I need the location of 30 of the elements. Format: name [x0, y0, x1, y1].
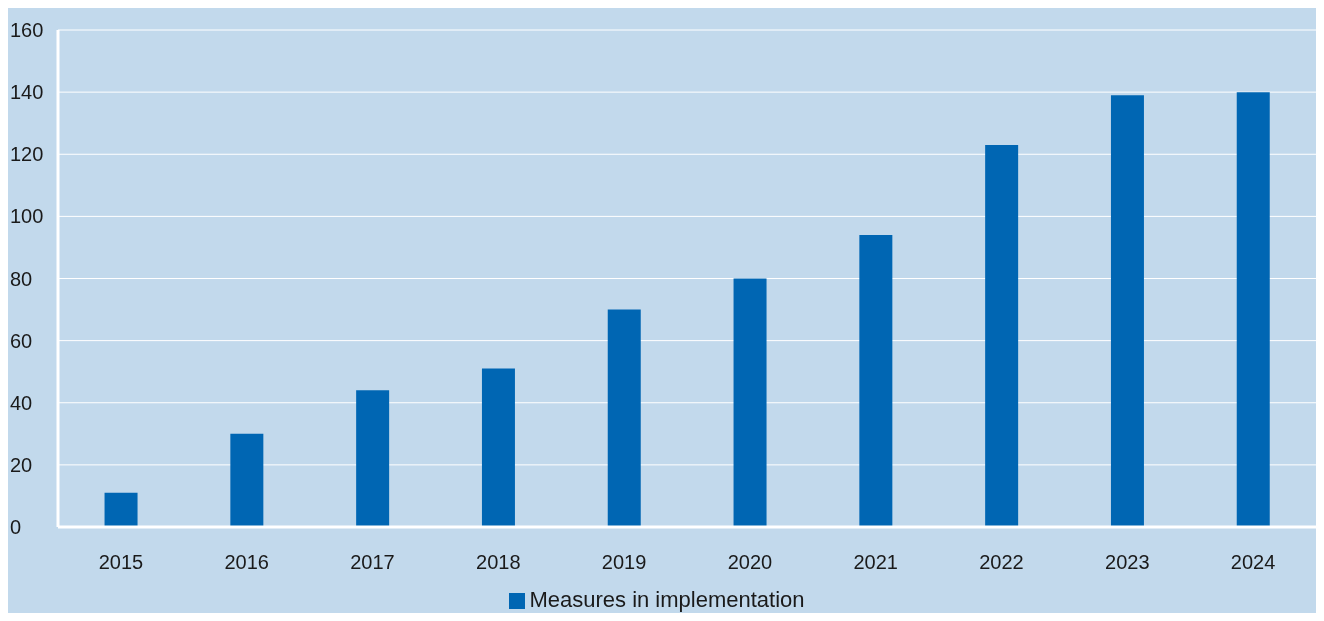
bar — [230, 433, 264, 527]
x-tick-label: 2024 — [1230, 551, 1276, 574]
bar — [607, 309, 641, 527]
y-tick-label: 0 — [10, 516, 22, 539]
y-tick-label: 60 — [10, 329, 33, 352]
bar — [356, 390, 390, 527]
y-tick-label: 160 — [10, 19, 44, 42]
bar — [104, 492, 138, 527]
x-tick-label: 2017 — [350, 551, 395, 574]
x-tick-label: 2020 — [727, 551, 773, 574]
y-tick-label: 40 — [10, 391, 33, 414]
y-tick-label: 20 — [10, 453, 33, 476]
legend-label: Measures in implementation — [529, 587, 805, 612]
y-tick-label: 100 — [10, 205, 44, 228]
y-tick-label: 80 — [10, 267, 33, 290]
y-tick-label: 120 — [10, 143, 44, 166]
x-tick-label: 2015 — [98, 551, 144, 574]
bar — [1236, 92, 1270, 527]
x-tick-label: 2021 — [853, 551, 898, 574]
bar — [481, 368, 515, 527]
y-tick-label: 140 — [10, 81, 44, 104]
x-tick-label: 2016 — [224, 551, 269, 574]
x-tick-label: 2018 — [476, 551, 521, 574]
bar — [985, 144, 1019, 527]
x-tick-label: 2019 — [601, 551, 647, 574]
x-tick-label: 2023 — [1105, 551, 1150, 574]
x-tick-label: 2022 — [979, 551, 1024, 574]
bar — [859, 235, 893, 527]
bar — [733, 278, 767, 527]
bar — [1110, 95, 1144, 527]
